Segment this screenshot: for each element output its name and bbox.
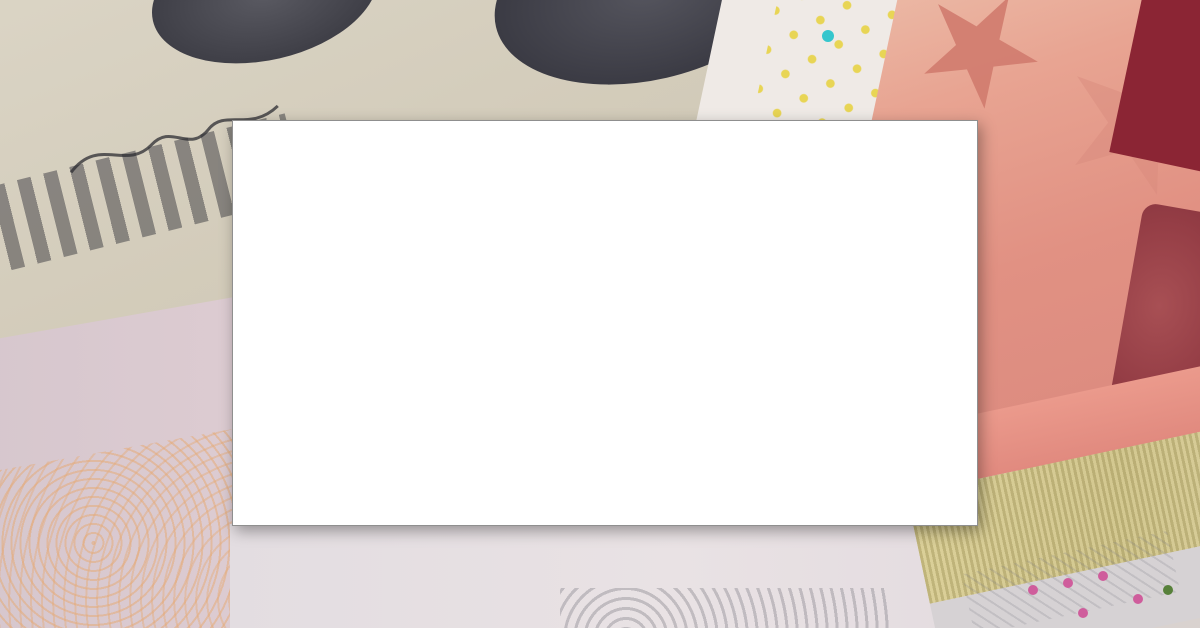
magenta-dot (1063, 578, 1073, 588)
signature-squiggle (69, 104, 279, 174)
wave-pattern (560, 588, 890, 628)
euro-star (897, 0, 1061, 131)
cyan-dot (822, 30, 834, 42)
magenta-dot (1028, 585, 1038, 595)
magenta-dot (1078, 608, 1088, 618)
green-dot (1163, 585, 1173, 595)
magenta-dot (1098, 571, 1108, 581)
chart-title-bar (233, 121, 977, 134)
chart-canvas[interactable] (233, 121, 977, 525)
pound-note-bottom (230, 524, 972, 628)
chart-window (232, 120, 978, 526)
magenta-dot (1133, 594, 1143, 604)
